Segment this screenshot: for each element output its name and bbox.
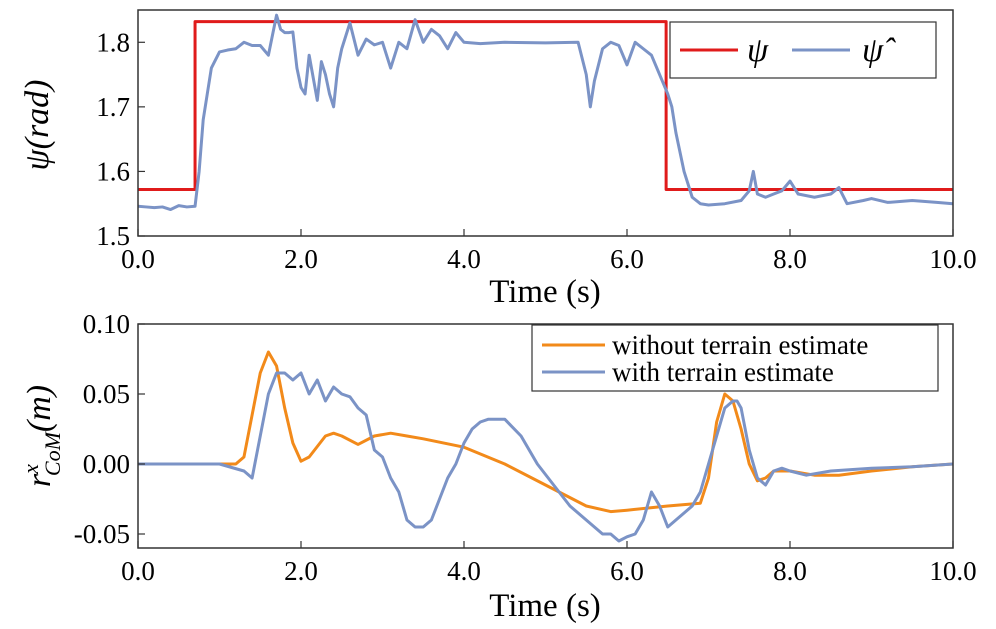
psi-series-line-0 [138, 20, 953, 192]
rcom-series-line-1 [138, 371, 954, 543]
rcom-xtick-label: 10.0 [929, 556, 976, 586]
rcom-legend: without terrain estimate with terrain es… [531, 324, 939, 392]
rcom-xlabel: Time (s) [489, 588, 601, 624]
rcom-series-group [138, 350, 954, 543]
with-legend-label: with terrain estimate [612, 357, 834, 387]
rcom-legend-box [531, 324, 939, 392]
psi-ytick-label: 1.5 [96, 221, 130, 251]
psi-xtick-label: 6.0 [610, 244, 644, 274]
rcom-xtick-label: 6.0 [610, 556, 644, 586]
psi-legend-label: ψ [747, 32, 769, 69]
rcom-ylabel-base: r [21, 473, 58, 487]
rcom-xtick-label: 2.0 [284, 556, 318, 586]
psi-xtick-label: 0.0 [121, 244, 155, 274]
rcom-xtick-label: 4.0 [447, 556, 481, 586]
rcom-ytick-label: -0.05 [74, 519, 130, 549]
rcom-ylabel-rest: (m) [21, 385, 58, 432]
psi-xtick-label: 10.0 [929, 244, 976, 274]
psi-axes-box [137, 9, 954, 237]
psi-ytick-label: 1.6 [96, 156, 130, 186]
rcom-ylabel-sub: CoM [40, 430, 65, 476]
psi-series-line-1 [137, 13, 954, 212]
rcom-xtick-label: 0.0 [121, 556, 155, 586]
rcom-ytick-label: 0.00 [83, 449, 130, 479]
rcom-ylabel-sup: x [18, 464, 43, 475]
psi-legend: ψ ψ̂ [669, 21, 937, 79]
rcom-panel: 0.0 2.0 4.0 6.0 8.0 10.0 -0.05 0.00 0.05 0.10 rxC… [18, 309, 977, 624]
without-legend-label: without terrain estimate [612, 330, 868, 360]
rcom-ytick-label: 0.05 [83, 379, 130, 409]
psi-ytick-label: 1.7 [96, 92, 130, 122]
rcom-series-line-0 [138, 350, 954, 514]
psi-ylabel: ψ(rad) [19, 80, 56, 171]
rcom-ticks: 0.0 2.0 4.0 6.0 8.0 10.0 -0.05 0.00 0.05 0.10 [74, 309, 977, 586]
psi-xtick-label: 2.0 [284, 244, 318, 274]
psi-xtick-label: 4.0 [447, 244, 481, 274]
psi-ticks: 0.0 2.0 4.0 6.0 8.0 10.0 1.5 1.6 1.7 1.8 [96, 27, 976, 274]
rcom-axes-box [137, 323, 954, 549]
psi-series-group [137, 13, 954, 212]
psi-xlabel: Time (s) [489, 274, 601, 310]
rcom-ytick-label: 0.10 [83, 309, 130, 339]
psi-xtick-label: 8.0 [773, 244, 807, 274]
psi-ytick-label: 1.8 [96, 27, 130, 57]
psi-panel: 0.0 2.0 4.0 6.0 8.0 10.0 1.5 1.6 1.7 1.8 ψ(rad) T… [19, 9, 977, 310]
rcom-ylabel: rxCoM(m) [18, 385, 65, 487]
rcom-xtick-label: 8.0 [773, 556, 807, 586]
